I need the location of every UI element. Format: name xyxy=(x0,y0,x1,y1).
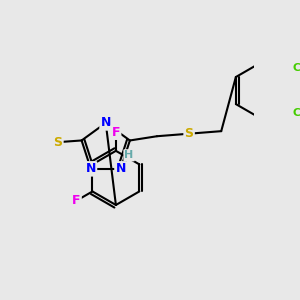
Text: H: H xyxy=(124,150,134,160)
Text: N: N xyxy=(100,116,111,129)
Text: N: N xyxy=(85,162,96,175)
Text: Cl: Cl xyxy=(293,108,300,118)
Text: F: F xyxy=(72,194,81,207)
Text: S: S xyxy=(184,127,194,140)
Text: Cl: Cl xyxy=(293,63,300,73)
Text: F: F xyxy=(112,126,120,139)
Text: N: N xyxy=(116,162,126,175)
Text: S: S xyxy=(53,136,62,149)
